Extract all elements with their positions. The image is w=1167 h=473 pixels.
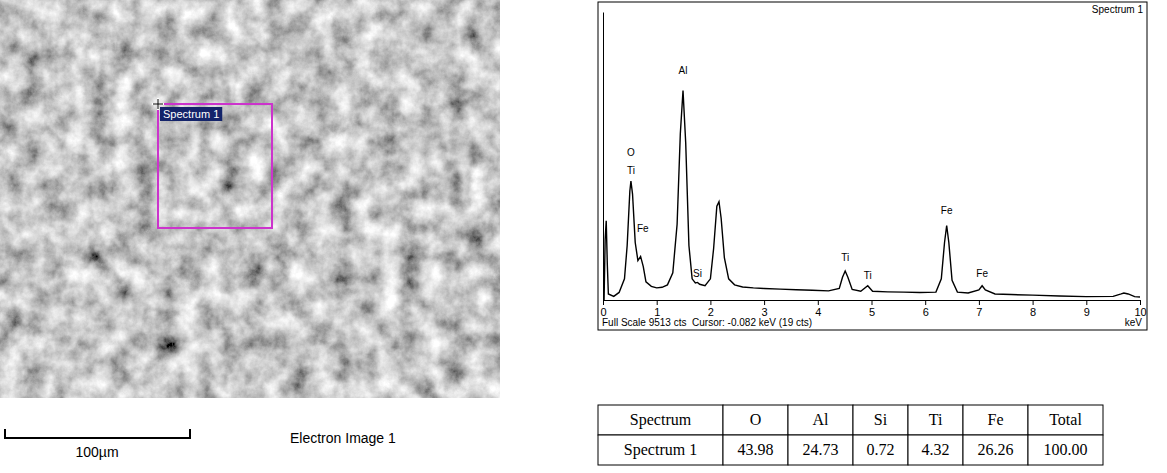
peak-label: Fe [941, 205, 953, 216]
area-label-bg [160, 107, 222, 121]
table-cell [598, 435, 723, 465]
spectrum-panel: 0 1 2 3 4 5 6 7 8 9 10 Spectrum 1 keV Full Scale 9513… [598, 2, 1147, 330]
x-tick-label: 4 [815, 306, 821, 318]
table-cell [1028, 405, 1103, 435]
x-tick: 3 [762, 300, 768, 318]
figure: Spectrum 1 100µm Electron Image 1 0 1 2 3 4 5 6 7 8… [0, 0, 1167, 473]
x-tick: 0 [600, 300, 606, 318]
x-tick-mark [979, 300, 980, 305]
table-value: 43.98 [738, 441, 774, 458]
composition-table: Spectrum O Al Si Ti Fe Total Spectrum 1 43.98 24.… [598, 405, 1103, 465]
peak-labels: O Ti Fe Al Si Ti Ti Fe Fe [627, 65, 988, 280]
scale-bar-label: 100µm [75, 444, 118, 460]
x-tick: 4 [815, 300, 821, 318]
x-axis-title: keV [1125, 317, 1143, 328]
x-tick-mark [925, 300, 926, 305]
table-cell [853, 405, 908, 435]
table-cell [598, 405, 723, 435]
x-tick-mark [603, 300, 604, 305]
x-tick-label: 5 [869, 306, 875, 318]
x-tick-label: 8 [1030, 306, 1036, 318]
x-tick-mark [657, 300, 658, 305]
peak-label: O [627, 147, 635, 158]
electron-image-panel: Spectrum 1 100µm Electron Image 1 [0, 0, 500, 460]
peak-label: Ti [627, 165, 635, 176]
table-header: Total [1049, 411, 1082, 428]
table-cell [1028, 435, 1103, 465]
y-axis [603, 13, 604, 301]
spectrum-line [603, 91, 1140, 300]
table-value: 0.72 [867, 441, 895, 458]
table-value: 24.73 [803, 441, 839, 458]
sem-image [0, 0, 500, 398]
table-cell [723, 435, 788, 465]
table-value: 100.00 [1044, 441, 1088, 458]
table-cell [723, 405, 788, 435]
table-cell [963, 435, 1028, 465]
x-tick: 2 [708, 300, 714, 318]
table-cell [908, 435, 963, 465]
x-axis: 0 1 2 3 4 5 6 7 8 9 10 [600, 300, 1146, 318]
table-header: Spectrum [630, 411, 692, 429]
x-tick: 7 [976, 300, 982, 318]
image-caption: Electron Image 1 [290, 430, 396, 446]
x-tick: 1 [654, 300, 660, 318]
x-tick-mark [872, 300, 873, 305]
y-axis-line [603, 13, 604, 301]
chart-frame [598, 2, 1147, 330]
x-tick-label: 0 [600, 306, 606, 318]
peak-label: Fe [637, 223, 649, 234]
x-tick-label: 7 [976, 306, 982, 318]
peak-label: Al [679, 65, 688, 76]
area-label: Spectrum 1 [163, 108, 219, 120]
peak-label: Ti [864, 270, 872, 281]
table-cell [963, 405, 1028, 435]
x-tick-mark [710, 300, 711, 305]
x-tick: 5 [869, 300, 875, 318]
peak-label: Fe [976, 268, 988, 279]
x-tick-label: 1 [654, 306, 660, 318]
table-cell [908, 405, 963, 435]
peak-label: Si [693, 268, 702, 279]
table-header: O [750, 411, 762, 428]
x-tick: 9 [1084, 300, 1090, 318]
peak-label: Ti [841, 252, 849, 263]
spectrum-area-box [158, 104, 272, 228]
x-tick-label: 9 [1084, 306, 1090, 318]
table-value: Spectrum 1 [624, 441, 697, 459]
x-tick-label: 3 [762, 306, 768, 318]
x-tick-label: 10 [1134, 306, 1146, 318]
x-tick-label: 2 [708, 306, 714, 318]
table-value: 4.32 [922, 441, 950, 458]
x-tick-mark [764, 300, 765, 305]
table-header: Ti [929, 411, 943, 428]
x-tick-mark [1086, 300, 1087, 305]
x-tick: 10 [1134, 300, 1146, 318]
x-tick-label: 6 [923, 306, 929, 318]
x-tick: 6 [923, 300, 929, 318]
chart-title: Spectrum 1 [1092, 4, 1144, 15]
table-cell [788, 435, 853, 465]
x-tick-mark [818, 300, 819, 305]
x-tick-mark [1033, 300, 1034, 305]
table-header: Si [874, 411, 888, 428]
table-value: 26.26 [978, 441, 1014, 458]
table-cell [788, 405, 853, 435]
chart-footer: Full Scale 9513 cts Cursor: -0.082 keV (… [602, 317, 812, 328]
x-tick: 8 [1030, 300, 1036, 318]
plot-marks [603, 91, 1140, 300]
table-cell [853, 435, 908, 465]
x-tick-mark [1140, 300, 1141, 305]
table-header: Fe [988, 411, 1004, 428]
table-header: Al [813, 411, 830, 428]
scale-bar [5, 429, 190, 438]
